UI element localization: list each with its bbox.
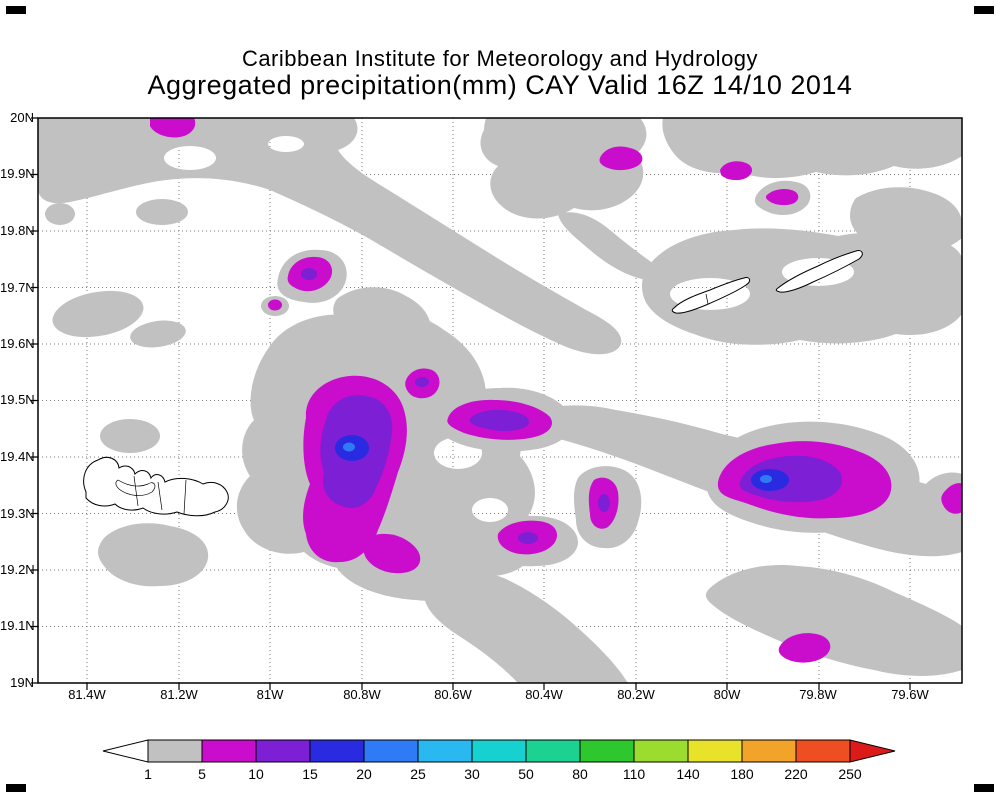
colorbar-level-label: 50 xyxy=(518,766,534,782)
grand-cayman-outline xyxy=(83,456,229,517)
x-tick-label: 81W xyxy=(256,687,284,702)
x-tick-label: 80.2W xyxy=(617,687,655,702)
colorbar-segment-110-140 xyxy=(633,739,689,763)
x-tick-label: 80W xyxy=(713,687,741,702)
cayman-brac-outline xyxy=(775,250,863,293)
y-tick-label: 19.2N xyxy=(0,562,35,577)
colorbar-segment-50-80 xyxy=(525,739,581,763)
colorbar-segment-180-220 xyxy=(741,739,797,763)
colorbar-level-label: 110 xyxy=(622,766,646,782)
x-tick-label: 79.8W xyxy=(799,687,837,702)
colorbar-segment-220-250 xyxy=(795,739,851,763)
colorbar-level-label: 250 xyxy=(838,766,862,782)
colorbar-level-label: 180 xyxy=(730,766,754,782)
island-outlines xyxy=(83,250,863,517)
colorbar-segment-10-15 xyxy=(255,739,311,763)
colorbar-segment-1-5 xyxy=(147,739,203,763)
y-tick-label: 19N xyxy=(10,675,34,690)
plot-title-institution: Caribbean Institute for Meteorology and … xyxy=(241,46,759,71)
colorbar-segment-140-180 xyxy=(687,739,743,763)
colorbar-level-label: 140 xyxy=(676,766,700,782)
colorbar-segment-25-30 xyxy=(417,739,473,763)
y-tick-label: 19.8N xyxy=(0,223,35,238)
y-tick-label: 19.7N xyxy=(0,280,35,295)
colorbar-over-arrow xyxy=(849,739,896,763)
colorbar-level-label: 80 xyxy=(572,766,588,782)
x-tick-label: 80.6W xyxy=(434,687,472,702)
colorbar-level-label: 220 xyxy=(784,766,808,782)
colorbar-segment-20-25 xyxy=(363,739,419,763)
x-tick-label: 80.4W xyxy=(525,687,563,702)
colorbar-segment-30-50 xyxy=(471,739,527,763)
colorbar-segment-15-20 xyxy=(309,739,365,763)
x-tick-label: 79.6W xyxy=(891,687,929,702)
y-tick-label: 19.5N xyxy=(0,392,35,407)
y-tick-label: 19.9N xyxy=(0,166,35,181)
registration-mark xyxy=(974,784,994,792)
y-tick-label: 19.3N xyxy=(0,506,35,521)
colorbar-segment-5-10 xyxy=(201,739,257,763)
colorbar-level-label: 20 xyxy=(356,766,372,782)
colorbar-level-label: 25 xyxy=(410,766,426,782)
y-tick-label: 19.1N xyxy=(0,618,35,633)
x-tick-label: 81.2W xyxy=(160,687,198,702)
colorbar-level-label: 15 xyxy=(302,766,318,782)
precipitation-map xyxy=(31,117,963,690)
registration-mark xyxy=(6,6,26,14)
y-tick-label: 19.6N xyxy=(0,336,35,351)
colorbar-level-label: 5 xyxy=(198,766,206,782)
colorbar-level-label: 1 xyxy=(144,766,152,782)
y-tick-label: 20N xyxy=(10,110,34,125)
y-tick-label: 19.4N xyxy=(0,449,35,464)
colorbar xyxy=(102,739,896,763)
rain-band-20-25-contours xyxy=(343,442,772,483)
x-tick-label: 81.4W xyxy=(68,687,106,702)
colorbar-level-label: 30 xyxy=(464,766,480,782)
x-tick-label: 80.8W xyxy=(343,687,381,702)
registration-mark xyxy=(974,6,994,14)
plot-title-variable-valid: Aggregated precipitation(mm) CAY Valid 1… xyxy=(147,70,853,100)
colorbar-under-arrow xyxy=(102,739,149,763)
little-cayman-outline xyxy=(671,277,751,314)
colorbar-level-label: 10 xyxy=(248,766,264,782)
axis-ticks xyxy=(31,117,911,690)
colorbar-segment-80-110 xyxy=(579,739,635,763)
registration-mark xyxy=(6,784,26,792)
